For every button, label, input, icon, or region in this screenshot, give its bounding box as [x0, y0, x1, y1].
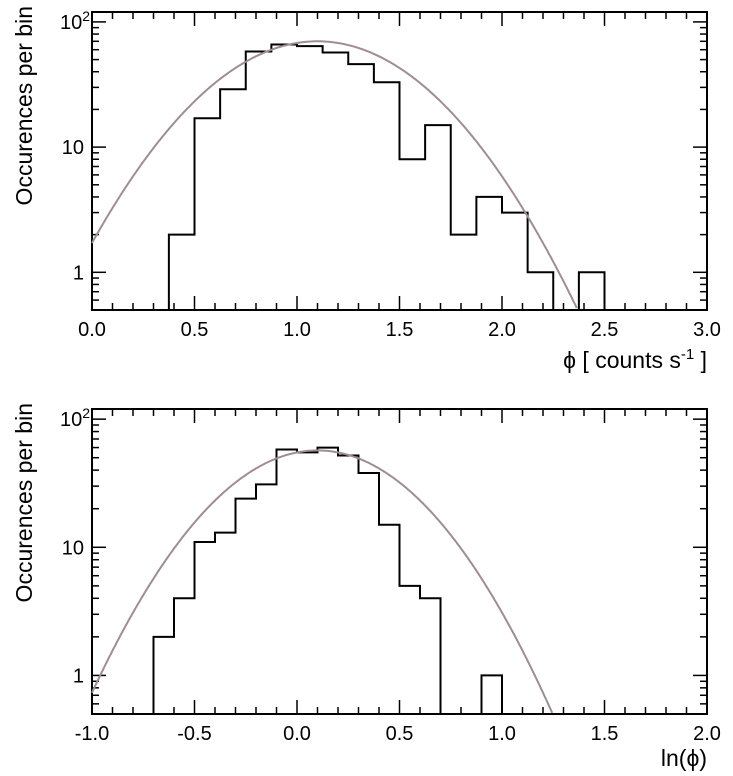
x-tick-label: 0.5: [181, 319, 209, 341]
x-axis-title: ln(ϕ): [661, 745, 707, 771]
x-tick-label: 0.0: [283, 723, 311, 745]
y-tick-label: 1: [73, 262, 84, 284]
histogram-steps: [92, 43, 707, 311]
x-tick-label: -0.5: [177, 723, 211, 745]
x-tick-label: 2.0: [693, 723, 721, 745]
histogram-steps: [92, 446, 707, 715]
x-tick-label: 1.5: [386, 319, 414, 341]
y-tick-exponent: 2: [82, 8, 90, 24]
y-tick-exponent: 2: [82, 405, 90, 421]
panel-top-histogram: 0.0 0.5 1.0 1.5 2.0 2.5 3.0 1 10 102 Occurences pe…: [11, 6, 721, 373]
y-axis-title: Occurences per bin: [11, 6, 37, 205]
x-tick-label: 0.5: [386, 723, 414, 745]
x-axis-title-exponent: -1: [681, 346, 694, 363]
x-tick-label: -1.0: [75, 723, 109, 745]
x-tick-label: 1.5: [591, 723, 619, 745]
fit-curve: [91, 449, 554, 714]
x-tick-label: 0.0: [78, 319, 106, 341]
panel-bottom-histogram: -1.0 -0.5 0.0 0.5 1.0 1.5 2.0 1 10 102 Occurences …: [11, 403, 721, 771]
x-tick-label: 1.0: [488, 723, 516, 745]
x-tick-label: 3.0: [693, 319, 721, 341]
x-tick-label: 1.0: [283, 319, 311, 341]
y-tick-label: 102: [60, 405, 90, 431]
x-tick-label: 2.0: [488, 319, 516, 341]
y-tick-label: 102: [60, 8, 90, 34]
y-axis-title: Occurences per bin: [11, 403, 37, 602]
fit-curve: [91, 40, 578, 309]
y-tick-label: 1: [73, 665, 84, 687]
x-tick-label: 2.5: [591, 319, 619, 341]
x-axis-title-end: ]: [694, 347, 707, 373]
x-axis-title: ϕ [ counts s-1 ]: [563, 346, 707, 373]
y-tick-label: 10: [62, 537, 84, 559]
y-tick-label: 10: [62, 137, 84, 159]
plot-frame: [91, 11, 708, 311]
